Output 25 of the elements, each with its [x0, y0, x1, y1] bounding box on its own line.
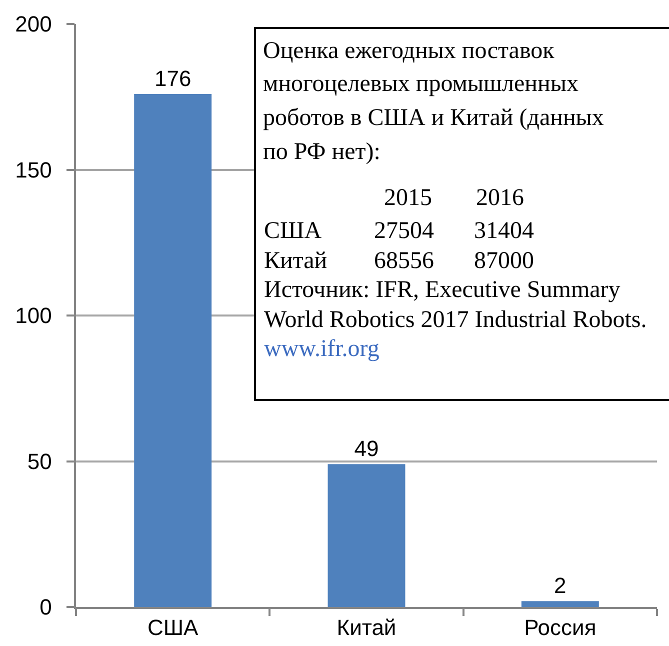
annotation: 68556: [374, 248, 434, 274]
annotation: 87000: [474, 248, 534, 274]
annotation: Китай: [264, 248, 328, 274]
annotation: 31404: [474, 218, 534, 244]
bar: [328, 464, 406, 607]
x-tick-label: Россия: [524, 615, 596, 640]
annotation: Источник: IFR, Executive Summary World Robotics 2017 Industrial Robots.: [264, 277, 647, 333]
data-label: 176: [154, 66, 192, 91]
annotation: США: [264, 218, 322, 244]
data-label: 2: [554, 573, 566, 598]
bar: [521, 601, 599, 607]
y-tick-label: 0: [40, 594, 52, 620]
y-tick-label: 50: [27, 448, 52, 474]
y-tick-label: 100: [15, 303, 52, 328]
y-tick-label: 200: [15, 12, 52, 37]
bar: [134, 94, 212, 607]
annotation: 2015: [384, 185, 432, 211]
annotation: www.ifr.org: [264, 336, 380, 362]
annotation: Оценка ежегодных поставок многоцелевых промышленных роботов в США и Китай (данных по РФ нет):: [263, 38, 604, 165]
annotation: 2016: [476, 185, 524, 211]
x-tick-label: Китай: [336, 615, 396, 640]
annotation: 27504: [374, 218, 434, 244]
y-tick-label: 150: [15, 157, 52, 182]
x-tick-label: США: [147, 615, 199, 640]
data-label: 49: [354, 436, 379, 462]
